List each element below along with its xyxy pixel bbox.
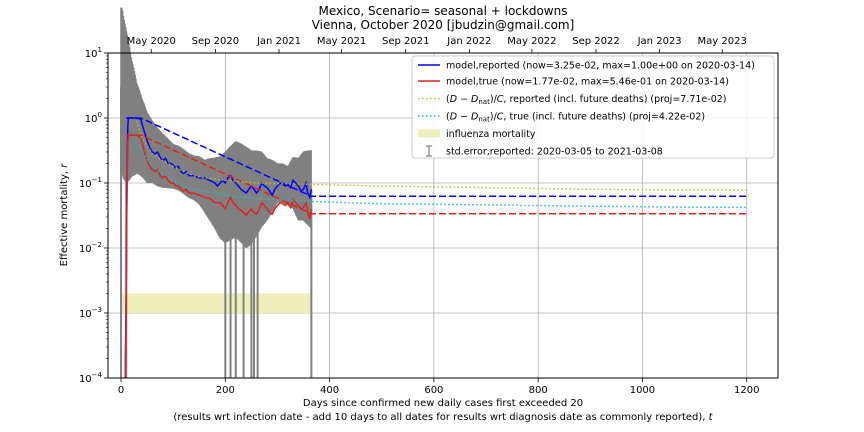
x-tick-label: 200: [216, 385, 235, 396]
y-axis-label-text: Effective mortality,: [59, 168, 70, 267]
x-tick-label: 400: [320, 385, 339, 396]
chart-title: Mexico, Scenario= seasonal + lockdowns: [319, 4, 568, 18]
top-tick-label: May 2023: [698, 36, 747, 47]
y-axis-variable: r: [59, 163, 70, 168]
legend-label-flu: influenza mortality: [446, 129, 536, 140]
legend-label-reported: model,reported (now=3.25e-02, max=1.00e+…: [446, 61, 755, 72]
top-tick-label: May 2020: [127, 36, 176, 47]
plot-frame: [107, 52, 779, 379]
influenza-band-rect: [121, 293, 312, 313]
legend-label-err: std.error,reported: 2020-03-05 to 2021-0…: [446, 147, 663, 158]
legend-swatch-flu: [418, 129, 440, 138]
x-axis-variable: t: [709, 412, 714, 423]
x-tick-label: 800: [529, 385, 548, 396]
series-line-4: [135, 120, 747, 192]
x-axis-ticks: 0 200 400 600 800 1000 1200: [118, 378, 759, 396]
series-lines: [124, 117, 747, 379]
top-tick-label: Jan 2022: [446, 36, 491, 47]
legend-box: [411, 55, 775, 159]
y-axis-ticks: 10−4 10−3 10−2 10−1 100 101: [79, 46, 108, 385]
top-tick-label: Jan 2023: [637, 36, 682, 47]
y-tick-label: 10−2: [79, 241, 102, 255]
x-axis-label-note-text: (results wrt infection date - add 10 day…: [173, 412, 708, 423]
x-tick-label: 1200: [734, 385, 759, 396]
series-line-1: [124, 134, 313, 379]
top-tick-label: Sep 2022: [572, 36, 619, 47]
x-axis-label: Days since confirmed new daily cases fir…: [303, 398, 583, 409]
influenza-band: [121, 293, 312, 313]
x-axis-label-note: (results wrt infection date - add 10 day…: [173, 412, 713, 423]
top-tick-label: May 2022: [507, 36, 556, 47]
series-line-5: [135, 137, 747, 209]
top-tick-label: May 2021: [317, 36, 366, 47]
y-tick-label: 10−3: [79, 306, 102, 320]
legend: model,reported (now=3.25e-02, max=1.00e+…: [411, 55, 775, 159]
series-line-3: [126, 134, 747, 215]
y-tick-label: 100: [85, 111, 102, 125]
top-axis-ticks: May 2020 Sep 2020 Jan 2021 May 2021 Sep 2021…: [127, 36, 747, 53]
top-tick-label: Jan 2021: [256, 36, 301, 47]
legend-label-true: model,true (now=1.77e-02, max=5.46e-01 o…: [446, 77, 729, 88]
x-tick-label: 1000: [630, 385, 655, 396]
y-tick-label: 10−4: [79, 371, 103, 385]
legend-label-dt: (D − Dnat)/C, true (incl. future deaths)…: [446, 112, 705, 124]
legend-label-dr: (D − Dnat)/C, reported (incl. future dea…: [446, 94, 727, 106]
x-tick-label: 600: [424, 385, 443, 396]
y-tick-label: 10−1: [79, 176, 102, 190]
x-tick-label: 0: [118, 385, 124, 396]
y-axis-label: Effective mortality, r: [59, 163, 70, 267]
top-tick-label: Sep 2021: [382, 36, 429, 47]
top-tick-label: Sep 2020: [192, 36, 239, 47]
chart-subtitle: Vienna, October 2020 [jbudzin@gmail.com]: [312, 18, 575, 32]
y-tick-label: 101: [85, 46, 102, 60]
